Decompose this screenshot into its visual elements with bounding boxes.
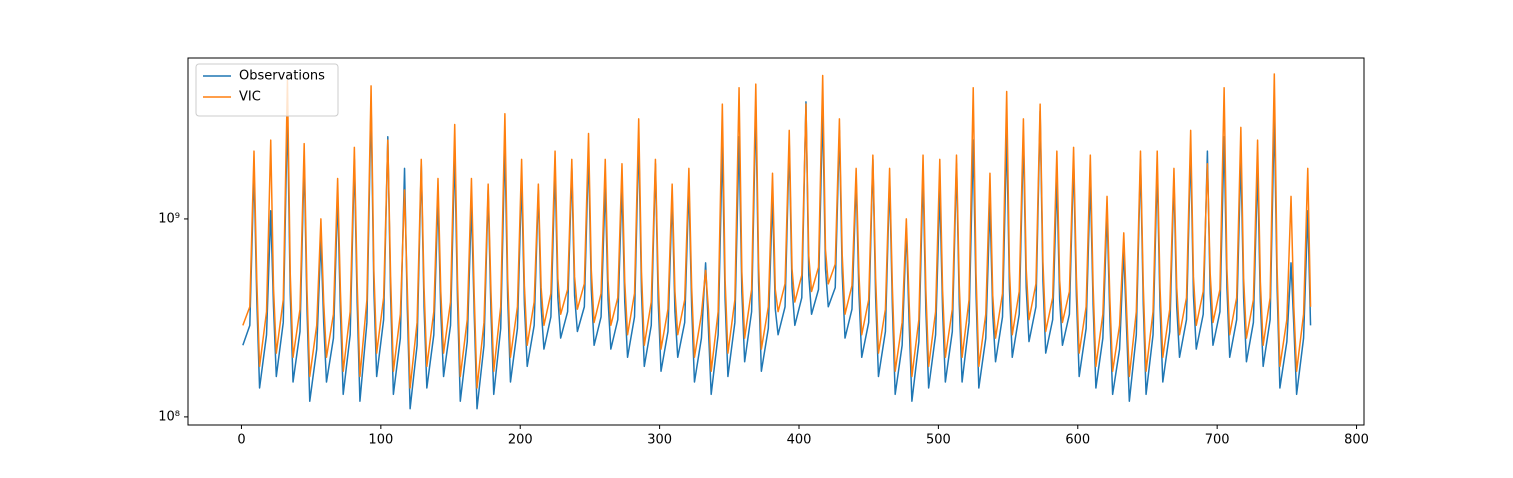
x-tick-label: 800 bbox=[1344, 433, 1369, 448]
y-tick-label: 10⁹ bbox=[158, 211, 180, 226]
x-tick-label: 300 bbox=[647, 433, 672, 448]
legend-frame bbox=[195, 63, 339, 117]
series-line bbox=[242, 73, 1312, 389]
legend-label: VIC bbox=[239, 90, 261, 105]
x-tick-label: 500 bbox=[926, 433, 951, 448]
x-tick-label: 0 bbox=[237, 433, 245, 448]
x-tick-label: 200 bbox=[508, 433, 533, 448]
legend-label: Observations bbox=[239, 69, 325, 84]
x-tick-label: 100 bbox=[368, 433, 393, 448]
y-tick-label: 10⁸ bbox=[158, 409, 180, 424]
x-tick-label: 700 bbox=[1205, 433, 1230, 448]
legend: Observations VIC bbox=[195, 63, 339, 117]
axes-frame bbox=[187, 57, 1365, 426]
x-tick-label: 400 bbox=[787, 433, 812, 448]
x-tick-label: 600 bbox=[1065, 433, 1090, 448]
